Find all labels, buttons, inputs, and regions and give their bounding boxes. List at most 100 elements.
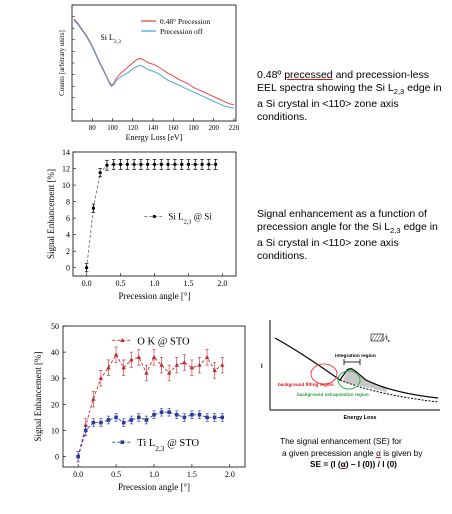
y-axis-label: Counts [arbitrary units] xyxy=(58,30,66,96)
data-point-0 xyxy=(166,370,172,375)
x-tick-label: 0.0 xyxy=(73,470,83,479)
y-tick-label: 12 xyxy=(62,165,70,174)
x-tick-label: 80 xyxy=(89,124,97,132)
data-point-0 xyxy=(189,365,195,370)
y-tick-label: 0 xyxy=(66,264,70,273)
data-point-0 xyxy=(204,354,210,359)
data-point-1 xyxy=(174,412,179,417)
x-axis-label: Energy Loss [eV] xyxy=(126,133,183,142)
se-line-1: The signal enhancement (SE) for xyxy=(280,436,402,446)
data-point xyxy=(132,162,136,166)
x-tick-label: 140 xyxy=(148,124,159,132)
legend-hatch xyxy=(379,333,385,342)
x-tick-label: 120 xyxy=(127,124,138,132)
x-tick-label: 1.5 xyxy=(187,470,197,479)
data-point-0 xyxy=(83,422,88,427)
data-point xyxy=(200,162,204,166)
x-tick-label: 0.5 xyxy=(111,470,121,479)
legend-label-0: O K @ STO xyxy=(137,336,190,347)
se-formula: SE = (I (α) – I (0)) / I (0) xyxy=(280,459,450,471)
y-tick-label: 30 xyxy=(51,374,59,383)
data-point-1 xyxy=(99,420,103,425)
series-line-0 xyxy=(73,18,235,106)
data-point-1 xyxy=(106,418,111,422)
legend-hatch xyxy=(373,333,379,342)
data-point xyxy=(152,162,157,166)
data-point-0 xyxy=(174,362,179,367)
data-point-1 xyxy=(76,454,80,459)
data-point-0 xyxy=(106,365,111,370)
data-point xyxy=(139,162,143,166)
extrapolation-label: background extrapolation region xyxy=(297,392,369,397)
data-point xyxy=(159,162,163,166)
data-point-1 xyxy=(167,410,171,414)
fitting-label: background fitting region xyxy=(278,382,334,387)
x-tick-label: 220 xyxy=(229,124,240,132)
data-point xyxy=(125,162,129,166)
x-axis-label: Precession angle [°] xyxy=(118,482,190,492)
caption-si-end: edge in a Si crystal in <110> zone axis … xyxy=(257,221,438,263)
data-point-0 xyxy=(159,362,164,367)
data-point-0 xyxy=(144,370,149,375)
se-line-2: a given precession angle α is given by xyxy=(280,448,450,460)
data-point xyxy=(214,162,218,166)
se-formula-pre: SE = (I ( xyxy=(310,459,341,469)
data-point xyxy=(146,162,150,166)
data-point-1 xyxy=(220,415,225,420)
caption-eels-pre: 0.48º xyxy=(257,69,285,81)
data-point-0 xyxy=(91,396,96,401)
data-point xyxy=(180,162,184,166)
integration-label: integration region xyxy=(335,353,376,359)
data-point xyxy=(105,163,109,167)
caption-eels-underlined: precessed xyxy=(284,69,333,81)
se-formula-post: ) – I (0)) / I (0) xyxy=(345,459,397,469)
legend-hatch xyxy=(370,333,376,342)
data-point-0 xyxy=(182,360,187,365)
se-line-2-post: is given by xyxy=(380,447,423,458)
si-edge-annotation: Si L2,3 xyxy=(100,33,121,45)
legend-label: Is xyxy=(386,336,390,343)
se-formula-alpha: α xyxy=(340,459,346,469)
data-point-0 xyxy=(136,354,142,359)
fitting-region-ellipse xyxy=(310,363,338,385)
x-tick-label: 0.5 xyxy=(116,279,126,288)
data-point xyxy=(173,162,177,166)
legend-hatch xyxy=(376,333,382,342)
x-tick-label: 160 xyxy=(168,124,179,132)
legend-hatch xyxy=(382,333,388,342)
y-tick-label: 14 xyxy=(62,148,70,157)
data-point-1 xyxy=(159,410,164,414)
caption-eels-post: and precession-less EEL spectra showing … xyxy=(257,69,429,94)
y-tick-label: 40 xyxy=(51,348,59,357)
data-point-0 xyxy=(98,375,104,380)
y-tick-label: 6 xyxy=(66,214,70,223)
data-point-1 xyxy=(190,412,194,417)
background-extrapolation xyxy=(339,379,439,403)
legend-marker-0 xyxy=(120,337,125,342)
data-point-1 xyxy=(129,418,134,422)
data-point-1 xyxy=(197,412,202,417)
x-tick-label: 2.0 xyxy=(225,470,235,479)
y-tick-label: 2 xyxy=(66,247,70,256)
data-point-0 xyxy=(121,365,126,370)
x-tick-label: 1.0 xyxy=(149,470,159,479)
legend-label-0: 0.48° Precession xyxy=(160,17,210,26)
x-tick-label: 0.0 xyxy=(82,279,92,288)
caption-si-sub: 2,3 xyxy=(390,226,401,236)
y-tick-label: 50 xyxy=(51,322,59,331)
caption-eels: 0.48º precessed and precession-less EEL … xyxy=(257,69,443,124)
legend-label: Si L2,3 @ Si xyxy=(168,211,212,225)
y-tick-label: 10 xyxy=(62,181,70,190)
x-tick-label: 2.0 xyxy=(217,279,227,288)
data-point xyxy=(118,162,123,166)
y-axis-label: Signal Enhancement [%] xyxy=(33,352,43,442)
data-point-0 xyxy=(151,354,157,359)
data-point xyxy=(84,266,89,270)
y-tick-label: 8 xyxy=(66,198,70,207)
legend-label-1: Ti L2,3 @ STO xyxy=(137,438,199,453)
x-axis-label: Precession angle [°] xyxy=(118,291,190,301)
data-point-1 xyxy=(182,415,187,420)
